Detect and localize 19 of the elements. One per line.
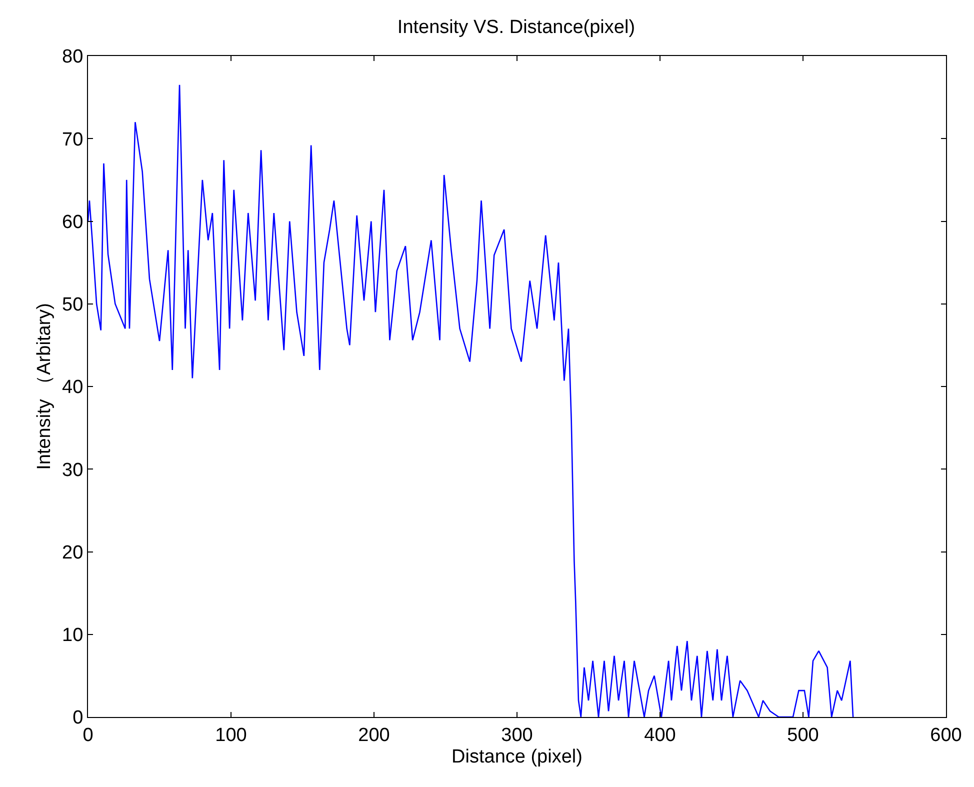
x-tick-label: 400 [644, 724, 676, 746]
x-tick-label: 500 [787, 724, 819, 746]
y-tick-label: 80 [62, 46, 84, 68]
x-tick-label: 100 [215, 724, 247, 746]
x-tick-label: 300 [501, 724, 533, 746]
y-tick-label: 10 [62, 625, 84, 646]
y-tick-label: 30 [62, 460, 84, 481]
y-tick-label: 70 [62, 129, 84, 150]
y-axis-title: Intensity （Arbitary) [34, 303, 55, 470]
y-tick-label: 0 [72, 708, 84, 729]
line-series [88, 84, 854, 717]
y-tick-label: 60 [62, 212, 84, 233]
x-axis-title: Distance (pixel) [452, 746, 582, 768]
x-tick-label: 200 [358, 724, 390, 746]
y-tick-label: 50 [62, 294, 84, 316]
y-tick-label: 40 [62, 377, 84, 398]
chart-title: Intensity VS. Distance(pixel) [397, 16, 636, 38]
x-tick-label: 600 [930, 724, 962, 746]
y-tick-label: 20 [62, 542, 84, 564]
